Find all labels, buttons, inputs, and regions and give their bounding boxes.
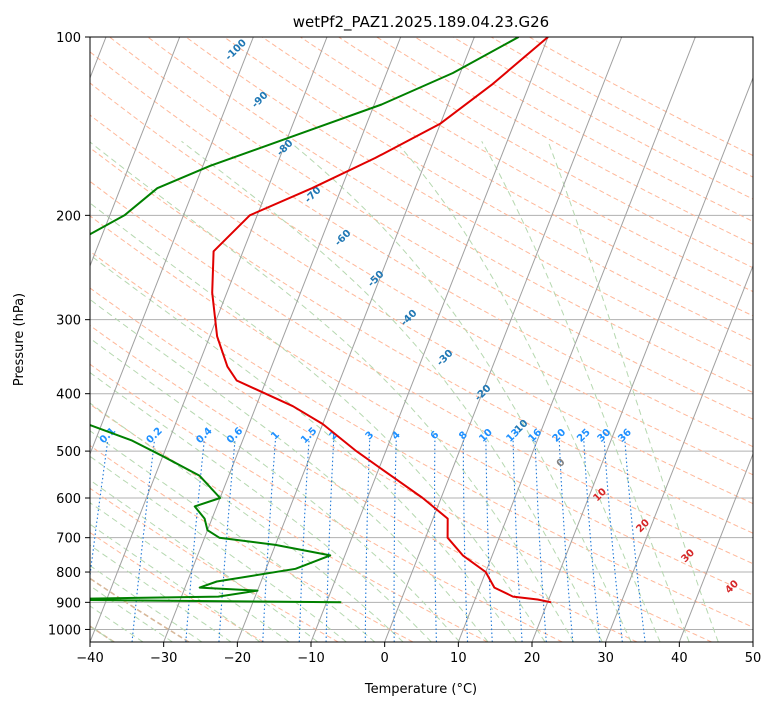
moist-adiabat-line xyxy=(90,254,517,642)
mixing-ratio-lines xyxy=(90,440,646,642)
y-tick-label: 700 xyxy=(56,532,81,547)
dry-adiabat-line xyxy=(90,487,339,642)
temperature-line xyxy=(211,37,552,604)
isotherm-line xyxy=(384,37,623,642)
y-tick-label: 300 xyxy=(56,314,81,329)
mixing-ratio-line xyxy=(558,440,574,642)
dewpoint-line xyxy=(90,37,520,604)
dry-adiabat-line xyxy=(90,51,753,448)
mixing-ratio-line xyxy=(298,440,310,642)
x-tick-label: 10 xyxy=(450,651,467,666)
moist-adiabat-line xyxy=(90,371,432,642)
plot-frame xyxy=(89,36,754,643)
y-axis-ticks: 100 200 300 400 500 600 700 800 900 1000 xyxy=(48,31,90,638)
x-tick-label: 20 xyxy=(524,651,541,666)
moist-adiabat-line xyxy=(90,402,404,642)
y-tick-label: 500 xyxy=(56,445,81,460)
mixing-ratio-line xyxy=(462,440,469,642)
mixing-ratio-line xyxy=(485,440,493,642)
isotherm-line xyxy=(236,37,475,642)
sounding-series xyxy=(90,37,552,604)
moist-adiabat-line xyxy=(547,141,719,642)
dry-adiabat-line xyxy=(90,403,488,642)
isotherm-line xyxy=(90,37,181,268)
y-tick-label: 800 xyxy=(56,566,81,581)
x-tick-label: −30 xyxy=(150,651,177,666)
dry-adiabat-line xyxy=(90,287,712,642)
y-tick-label: 400 xyxy=(56,388,81,403)
mixing-ratio-line xyxy=(624,440,646,642)
isotherm-line xyxy=(90,37,254,456)
moist-adiabat-line xyxy=(90,298,489,642)
y-tick-label: 600 xyxy=(56,492,81,507)
x-tick-label: 50 xyxy=(745,651,762,666)
mixing-ratio-line xyxy=(512,440,523,642)
moist-adiabat-line xyxy=(90,585,173,642)
dry-adiabat-line xyxy=(90,147,753,534)
mixing-ratio-line xyxy=(434,440,437,642)
y-tick-label: 100 xyxy=(56,31,81,46)
x-axis-title: Temperature (°C) xyxy=(364,682,477,697)
x-tick-label: 0 xyxy=(381,651,389,666)
mixing-ratio-line xyxy=(218,440,236,642)
dry-adiabat-line xyxy=(90,363,563,642)
dry-adiabat-line xyxy=(90,215,753,596)
mixing-ratio-line xyxy=(534,440,547,642)
dry-adiabat-line xyxy=(261,37,753,317)
moist-adiabat-line xyxy=(90,337,461,642)
chart-title: wetPf2_PAZ1.2025.189.04.23.G26 xyxy=(293,13,549,32)
moist-adiabat-line xyxy=(288,140,632,642)
mixing-ratio-line xyxy=(262,440,276,642)
mixing-ratio-line xyxy=(325,440,335,642)
moist-adiabat-line xyxy=(181,140,603,642)
mixing-ratio-line xyxy=(185,440,205,642)
y-tick-label: 900 xyxy=(56,596,81,611)
x-tick-label: −10 xyxy=(297,651,324,666)
mixing-ratio-line xyxy=(364,440,371,642)
dry-adiabat-line xyxy=(109,37,753,420)
moist-adiabat-line xyxy=(395,140,661,642)
dry-adiabat-line xyxy=(90,324,638,642)
dry-adiabat-line xyxy=(223,37,753,342)
moist-adiabat-line xyxy=(90,544,232,642)
isotherm-line xyxy=(457,37,696,642)
x-tick-label: 40 xyxy=(671,651,688,666)
moist-adiabat-line xyxy=(90,202,546,642)
y-axis-title: Pressure (hPa) xyxy=(12,293,27,386)
x-tick-label: 30 xyxy=(597,651,614,666)
y-tick-label: 200 xyxy=(56,209,81,224)
mixing-ratio-line xyxy=(393,440,397,642)
isotherm-line xyxy=(531,76,753,642)
y-tick-label: 1000 xyxy=(48,623,81,638)
x-tick-label: −40 xyxy=(76,651,103,666)
isotherm-line xyxy=(605,264,753,642)
dry-adiabat-line xyxy=(90,82,753,476)
dry-adiabat-line xyxy=(90,250,753,628)
x-tick-label: −20 xyxy=(224,651,251,666)
moist-adiabat-line xyxy=(481,141,690,642)
isotherm-line xyxy=(678,452,753,642)
x-axis-ticks: −40 −30 −20 −10 0 10 20 30 40 50 xyxy=(76,642,761,666)
isotherm-line xyxy=(310,37,549,642)
mixing-ratio-line xyxy=(90,440,109,580)
mixing-ratio-line xyxy=(131,440,155,642)
isotherm-line xyxy=(163,37,402,642)
mixing-ratio-line xyxy=(583,440,601,642)
moist-adiabat-line xyxy=(90,565,203,642)
mixing-ratio-line xyxy=(603,440,623,642)
dry-adiabat-line xyxy=(300,37,753,293)
